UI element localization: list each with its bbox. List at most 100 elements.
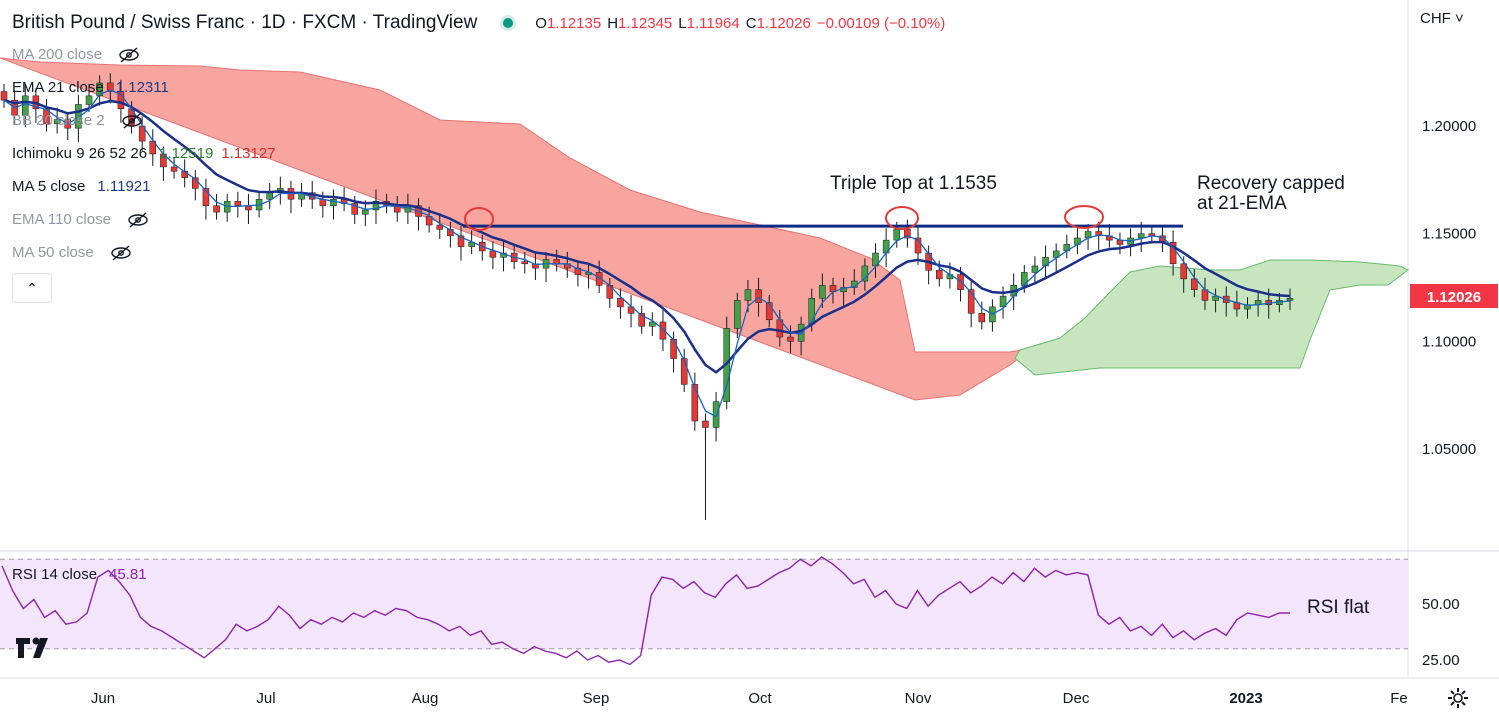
candle-body <box>765 302 773 321</box>
candle-body <box>53 119 61 125</box>
candle-body <box>489 250 497 258</box>
candle-body <box>999 295 1007 308</box>
time-tick-5: Nov <box>905 690 932 707</box>
candle-body <box>649 321 656 327</box>
hidden-eye-icon[interactable] <box>121 112 143 129</box>
legend-name: MA 200 close <box>12 46 103 63</box>
candle-body <box>702 420 709 428</box>
cloud-bullish <box>1014 259 1409 376</box>
market-status-dot <box>503 18 514 28</box>
rsi-tick-0: 50.00 <box>1422 596 1460 613</box>
legend-value-2: 1.13127 <box>221 145 276 162</box>
candle-body <box>819 285 826 299</box>
chart-header: British Pound / Swiss Franc · 1D · FXCM … <box>12 10 951 36</box>
candle-body <box>691 384 699 422</box>
candle-body <box>797 323 805 342</box>
candle-body <box>202 188 210 206</box>
candle-body <box>787 336 794 342</box>
legend-value: 1.12311 <box>115 79 169 96</box>
recovery-label-line2: at 21-EMA <box>1197 193 1287 214</box>
time-axis: Jun Jul Aug Sep Oct Nov Dec 2023 Fe <box>91 690 1408 707</box>
candle-body <box>85 95 93 105</box>
collapse-legend-button[interactable]: ⌃ <box>12 273 52 303</box>
candle-body <box>22 95 29 116</box>
legend-row-3[interactable]: Ichimoku 9 26 52 26 1.12519 1.13127 <box>12 145 284 162</box>
candle-body <box>43 108 50 125</box>
legend-row-5[interactable]: EMA 110 close <box>12 211 149 228</box>
candle-body <box>521 261 529 265</box>
last-price-badge <box>1410 284 1498 308</box>
candle-body <box>117 91 125 110</box>
rsi-legend[interactable]: RSI 14 close 45.81 <box>12 566 155 583</box>
legend-name: EMA 21 close <box>12 79 104 96</box>
candle-body <box>266 192 273 200</box>
candle-body <box>436 224 444 230</box>
recovery-label-line1: Recovery capped <box>1197 173 1345 194</box>
candle-body <box>351 203 358 215</box>
legend-row-2[interactable]: BB 20 close 2 <box>12 112 143 129</box>
time-tick-6: Dec <box>1063 690 1090 707</box>
rsi-name: RSI 14 close <box>12 566 98 583</box>
legend-row-1[interactable]: EMA 21 close 1.12311 <box>12 79 177 96</box>
price-tick-0: 1.20000 <box>1422 118 1476 135</box>
ema21-line <box>3 98 1291 374</box>
candle-body <box>213 205 220 213</box>
price-tick-1: 1.15000 <box>1422 226 1476 243</box>
candle-body <box>734 300 741 329</box>
candle-body <box>936 270 943 280</box>
legend-name: EMA 110 close <box>12 211 111 228</box>
candle-body <box>670 338 677 359</box>
rsi-tick-1: 25.00 <box>1422 652 1460 669</box>
symbol-title[interactable]: British Pound / Swiss Franc · 1D · FXCM … <box>12 12 478 33</box>
candle-body <box>0 91 8 101</box>
moving-averages <box>3 89 1291 418</box>
candle-body <box>617 298 624 308</box>
price-axis: 1.20000 1.15000 1.10000 1.05000 <box>1422 118 1476 458</box>
candle-body <box>978 313 986 323</box>
ohlc-close: C1.12026 <box>745 14 811 32</box>
tradingview-logo[interactable] <box>14 632 54 660</box>
rsi-band <box>0 559 1408 649</box>
last-price-label: 1.12026 <box>1427 289 1481 306</box>
candle-body <box>957 274 964 290</box>
candle-body <box>755 289 762 303</box>
candle-body <box>659 321 667 340</box>
legend-value: 1.11921 <box>97 178 151 195</box>
ma5-line <box>3 89 1291 418</box>
currency-selector[interactable]: CHF ˅ <box>1420 10 1464 27</box>
candle-body <box>1095 231 1102 237</box>
rsi-flat-label: RSI flat <box>1307 597 1370 618</box>
settings-gear-icon[interactable] <box>1446 686 1470 710</box>
legend-name: Ichimoku 9 26 52 26 <box>12 145 148 162</box>
time-tick-4: Oct <box>748 690 772 707</box>
candle-body <box>712 401 720 428</box>
candle-body <box>330 198 337 206</box>
candle-body <box>1212 295 1219 301</box>
legend-row-6[interactable]: MA 50 close <box>12 244 132 261</box>
ohlc-high: H1.12345 <box>607 14 673 32</box>
candle-body <box>893 229 901 241</box>
ichimoku-cloud <box>0 57 1409 401</box>
top-marker-aug <box>464 207 494 231</box>
hidden-eye-icon[interactable] <box>118 46 140 63</box>
candle-body <box>1180 263 1187 280</box>
time-tick-1: Jul <box>256 690 275 707</box>
legend-name: MA 5 close <box>12 178 86 195</box>
candle-body <box>967 289 975 314</box>
legend-row-0[interactable]: MA 200 close <box>12 46 140 63</box>
candle-body <box>457 235 465 247</box>
candle-body <box>96 82 103 97</box>
candle-body <box>107 82 114 92</box>
price-tick-3: 1.05000 <box>1422 441 1476 458</box>
candle-body <box>914 237 922 254</box>
candle-body <box>362 209 369 215</box>
legend-row-4[interactable]: MA 5 close 1.11921 <box>12 178 158 195</box>
candle-body <box>680 358 688 385</box>
hidden-eye-icon[interactable] <box>110 244 132 261</box>
candle-body <box>861 265 869 282</box>
time-tick-8: Fe <box>1390 690 1408 707</box>
candle-body <box>1169 242 1177 265</box>
hidden-eye-icon[interactable] <box>127 211 149 228</box>
ohlc-change: −0.00109 (−0.10%) <box>816 14 946 32</box>
